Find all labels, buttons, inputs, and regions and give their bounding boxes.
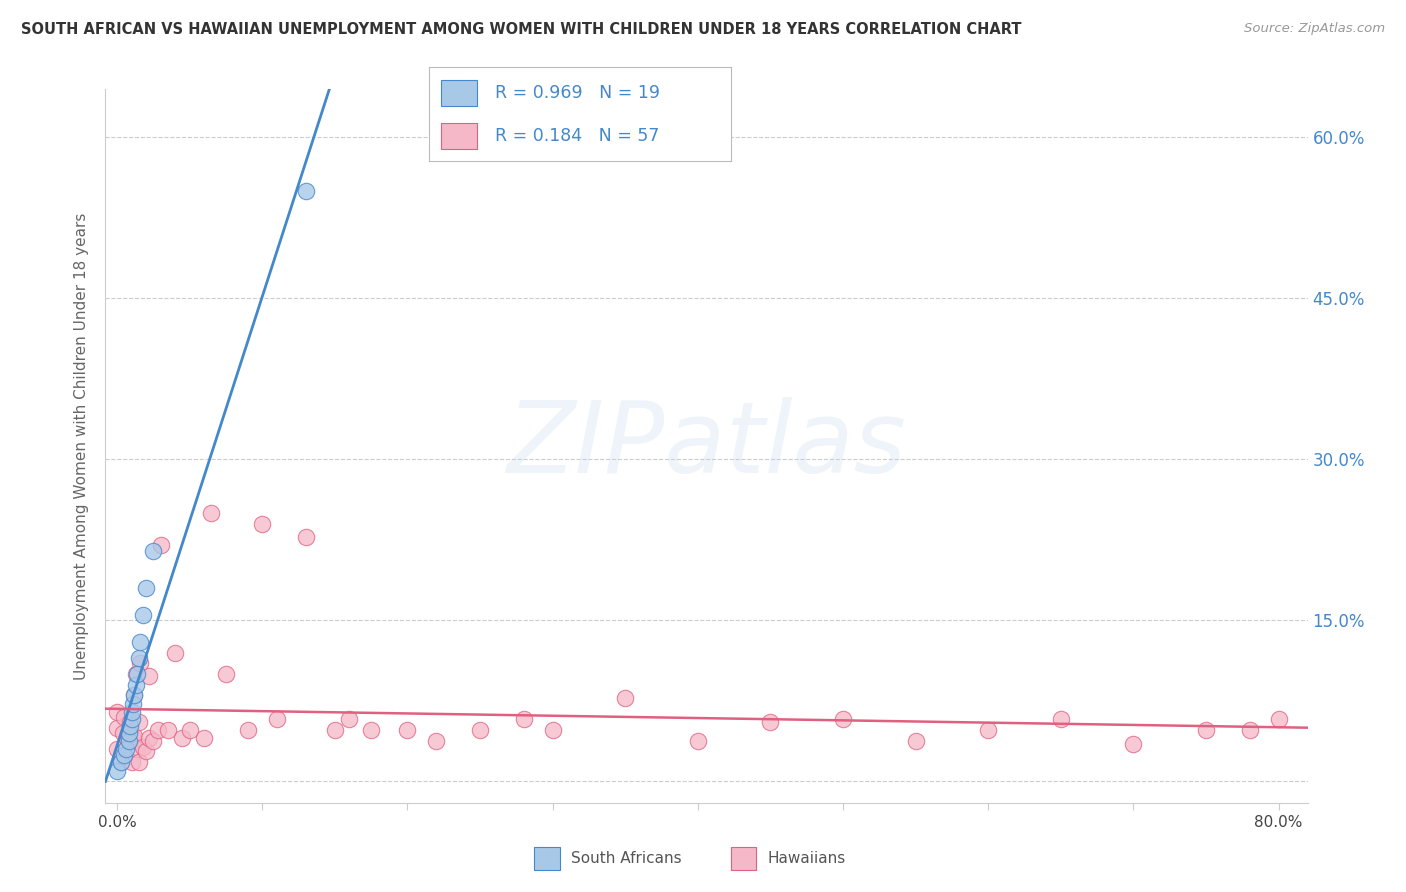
Text: Hawaiians: Hawaiians bbox=[768, 851, 846, 865]
Point bbox=[614, 690, 637, 705]
Point bbox=[105, 705, 128, 719]
Point bbox=[105, 742, 128, 756]
Y-axis label: Unemployment Among Women with Children Under 18 years: Unemployment Among Women with Children U… bbox=[75, 212, 90, 680]
FancyBboxPatch shape bbox=[441, 123, 477, 149]
Point bbox=[337, 712, 360, 726]
Point bbox=[146, 723, 169, 737]
Text: ZIPatlas: ZIPatlas bbox=[506, 398, 907, 494]
Point bbox=[138, 731, 160, 746]
Point bbox=[124, 729, 146, 743]
Point bbox=[125, 678, 148, 692]
Point bbox=[165, 646, 187, 660]
Point bbox=[124, 689, 146, 703]
Point bbox=[112, 747, 135, 762]
Point bbox=[128, 651, 150, 665]
Point bbox=[114, 742, 136, 756]
Point bbox=[977, 723, 1000, 737]
Text: R = 0.184   N = 57: R = 0.184 N = 57 bbox=[495, 128, 659, 145]
Point bbox=[149, 538, 172, 552]
Point bbox=[122, 697, 145, 711]
Point bbox=[172, 731, 194, 746]
Point bbox=[832, 712, 855, 726]
Point bbox=[156, 723, 179, 737]
Point bbox=[295, 184, 318, 198]
Point bbox=[142, 733, 165, 747]
Point bbox=[121, 733, 143, 747]
Point bbox=[105, 764, 128, 778]
Point bbox=[200, 506, 222, 520]
Point bbox=[127, 742, 149, 756]
Point bbox=[142, 543, 165, 558]
Point bbox=[179, 723, 201, 737]
Point bbox=[112, 710, 135, 724]
Point bbox=[121, 712, 143, 726]
Point bbox=[295, 530, 318, 544]
Point bbox=[252, 516, 274, 531]
Point bbox=[904, 733, 927, 747]
Point bbox=[215, 667, 238, 681]
Point bbox=[135, 744, 157, 758]
Point bbox=[323, 723, 346, 737]
Point bbox=[266, 712, 288, 726]
Point bbox=[129, 657, 152, 671]
Point bbox=[110, 755, 132, 769]
Point bbox=[115, 731, 138, 746]
Point bbox=[118, 726, 141, 740]
Point bbox=[132, 739, 155, 754]
Point bbox=[122, 731, 145, 746]
Point bbox=[1239, 723, 1261, 737]
Point bbox=[118, 731, 141, 746]
Point bbox=[1049, 712, 1071, 726]
Point bbox=[125, 667, 148, 681]
Point bbox=[135, 581, 157, 595]
Point bbox=[1122, 737, 1144, 751]
Point bbox=[120, 718, 142, 732]
Point bbox=[120, 715, 142, 730]
Point bbox=[236, 723, 259, 737]
Point bbox=[1267, 712, 1289, 726]
Point bbox=[512, 712, 534, 726]
Point bbox=[105, 721, 128, 735]
Point bbox=[138, 669, 160, 683]
Point bbox=[110, 755, 132, 769]
Point bbox=[759, 715, 782, 730]
Point bbox=[128, 715, 150, 730]
Text: Source: ZipAtlas.com: Source: ZipAtlas.com bbox=[1244, 22, 1385, 36]
FancyBboxPatch shape bbox=[441, 80, 477, 106]
Point bbox=[128, 755, 150, 769]
Point bbox=[425, 733, 447, 747]
Point bbox=[686, 733, 709, 747]
Text: South Africans: South Africans bbox=[571, 851, 682, 865]
Text: SOUTH AFRICAN VS HAWAIIAN UNEMPLOYMENT AMONG WOMEN WITH CHILDREN UNDER 18 YEARS : SOUTH AFRICAN VS HAWAIIAN UNEMPLOYMENT A… bbox=[21, 22, 1022, 37]
Point bbox=[121, 705, 143, 719]
Point bbox=[127, 667, 149, 681]
Point bbox=[118, 733, 141, 747]
Point bbox=[360, 723, 382, 737]
Point bbox=[541, 723, 564, 737]
Point bbox=[121, 755, 143, 769]
Point bbox=[193, 731, 215, 746]
Point bbox=[129, 635, 152, 649]
Point bbox=[111, 726, 134, 740]
Text: R = 0.969   N = 19: R = 0.969 N = 19 bbox=[495, 84, 661, 102]
Point bbox=[114, 737, 136, 751]
Point bbox=[1195, 723, 1218, 737]
Point bbox=[124, 689, 146, 703]
Point bbox=[132, 607, 155, 622]
Point bbox=[396, 723, 419, 737]
Point bbox=[468, 723, 491, 737]
